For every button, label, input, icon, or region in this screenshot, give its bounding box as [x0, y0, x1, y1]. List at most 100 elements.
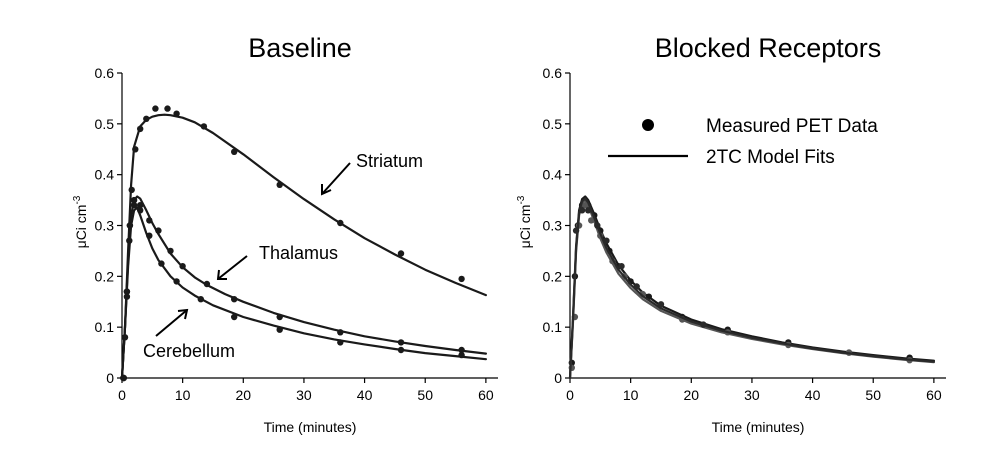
x-tick-label: 0: [566, 387, 574, 403]
data-point-cerebellum: [231, 313, 238, 321]
annotation-cerebellum: Cerebellum: [143, 341, 235, 361]
panel-title-blocked: Blocked Receptors: [655, 33, 882, 63]
data-point-cerebellum: [276, 326, 283, 333]
data-point-striatum: [152, 105, 159, 112]
y-tick-label: 0.2: [95, 268, 115, 284]
x-tick-label: 50: [865, 387, 881, 403]
data-point-cerebellum: [337, 339, 344, 346]
data-point-cerebellum: [146, 232, 153, 239]
data-point-striatum: [231, 148, 238, 155]
x-tick-label: 60: [926, 387, 942, 403]
y-tick-label: 0.3: [95, 218, 115, 234]
data-point-cerebellum: [126, 222, 134, 229]
data-point-thalamus: [130, 196, 138, 204]
plot-area-baseline: 0 0.1 0.2 0.3 0.4 0.5 0.6 0 10 20 30 40 50 60: [95, 65, 498, 403]
fit-curve-striatum: [120, 113, 487, 380]
arrow-cerebellum: [155, 309, 188, 337]
annotation-thalamus: Thalamus: [259, 243, 338, 263]
data-point-thalamus: [276, 313, 283, 321]
panel-title-baseline: Baseline: [248, 33, 352, 63]
data-point-series-3: [585, 207, 592, 214]
fit-curve-series-1: [568, 195, 935, 380]
data-point-thalamus: [458, 346, 465, 354]
fit-curve-series-2: [568, 199, 935, 380]
x-tick-label: 10: [175, 387, 191, 403]
x-tick-label: 30: [296, 387, 312, 403]
data-point-cerebellum: [397, 346, 405, 354]
data-point-thalamus: [137, 202, 144, 209]
data-point-cerebellum: [458, 351, 465, 359]
y-tick-label: 0.1: [95, 319, 115, 335]
data-point-series-3: [700, 321, 707, 328]
arrowhead-cerebellum: [177, 308, 189, 320]
data-point-cerebellum: [120, 374, 128, 382]
y-tick-label: 0.1: [543, 319, 563, 335]
data-point-cerebellum: [137, 207, 144, 214]
data-point-series-3: [633, 283, 640, 290]
data-point-striatum: [173, 110, 180, 117]
annotation-striatum: Striatum: [356, 151, 423, 171]
data-point-thalamus: [337, 329, 344, 336]
legend-marker-measured: [642, 119, 654, 131]
data-point-striatum: [337, 219, 344, 227]
data-point-thalamus: [146, 217, 153, 224]
data-point-series-2: [588, 217, 595, 224]
y-tick-label: 0.5: [95, 116, 115, 132]
fit-curve-series-3: [568, 197, 935, 380]
fit-curve-cerebellum: [120, 206, 487, 380]
data-point-series-3: [572, 227, 580, 234]
x-tick-label: 50: [417, 387, 433, 403]
data-point-cerebellum: [123, 293, 131, 300]
y-axis-label-baseline: μCi cm-3: [72, 195, 89, 248]
data-point-cerebellum: [197, 296, 204, 303]
data-point-striatum: [132, 146, 139, 153]
data-point-striatum: [128, 186, 135, 194]
data-point-striatum: [137, 125, 144, 133]
data-point-series-3: [578, 207, 586, 214]
legend-label-measured: Measured PET Data: [706, 116, 878, 137]
data-point-cerebellum: [173, 278, 180, 285]
y-tick-label: 0.3: [543, 218, 563, 234]
panel-blocked: Blocked Receptors 0 0.1 0.2 0.3 0.4 0.5 0.6 0 10…: [516, 33, 946, 435]
panel-baseline: Baseline 0 0.1 0.2 0.3 0.4 0.5 0.6 0 10 20 30 40 50 6…: [72, 33, 498, 435]
y-tick-label: 0.2: [543, 268, 563, 284]
x-tick-label: 30: [744, 387, 760, 403]
data-point-striatum: [397, 250, 405, 257]
x-tick-label: 0: [118, 387, 126, 403]
data-point-thalamus: [167, 247, 174, 255]
x-tick-label: 40: [357, 387, 373, 403]
data-point-striatum: [200, 123, 208, 130]
arrowhead-thalamus: [216, 269, 227, 280]
legend-label-fits: 2TC Model Fits: [706, 147, 835, 168]
arrow-striatum: [321, 162, 351, 195]
data-point-cerebellum: [130, 202, 138, 209]
data-point-striatum: [458, 275, 465, 283]
data-point-series-3: [657, 301, 665, 308]
data-point-series-3: [618, 263, 625, 270]
y-tick-label: 0: [554, 370, 562, 386]
x-axis-label-blocked: Time (minutes): [712, 419, 805, 435]
x-tick-label: 60: [478, 387, 494, 403]
x-tick-label: 20: [236, 387, 252, 403]
data-point-striatum: [143, 115, 150, 123]
data-point-striatum: [164, 105, 171, 112]
y-tick-label: 0.6: [543, 65, 563, 81]
y-tick-label: 0.4: [543, 167, 563, 183]
x-tick-label: 10: [623, 387, 639, 403]
data-point-thalamus: [179, 263, 186, 270]
y-tick-label: 0.6: [95, 65, 115, 81]
y-axis-label-blocked: μCi cm-3: [516, 195, 533, 248]
y-tick-label: 0: [106, 370, 114, 386]
data-point-cerebellum: [158, 260, 165, 267]
arrow-thalamus: [217, 255, 248, 280]
data-point-series-3: [603, 237, 610, 244]
y-tick-label: 0.4: [95, 167, 115, 183]
arrowhead-striatum: [321, 184, 332, 196]
plot-area-blocked: 0 0.1 0.2 0.3 0.4 0.5 0.6 0 10 20 30 40 50 60: [543, 65, 946, 403]
data-point-series-2: [582, 202, 589, 209]
data-point-series-3: [594, 222, 601, 229]
legend: Measured PET Data 2TC Model Fits: [608, 116, 878, 168]
data-point-striatum: [276, 181, 283, 188]
data-point-thalamus: [203, 280, 211, 288]
